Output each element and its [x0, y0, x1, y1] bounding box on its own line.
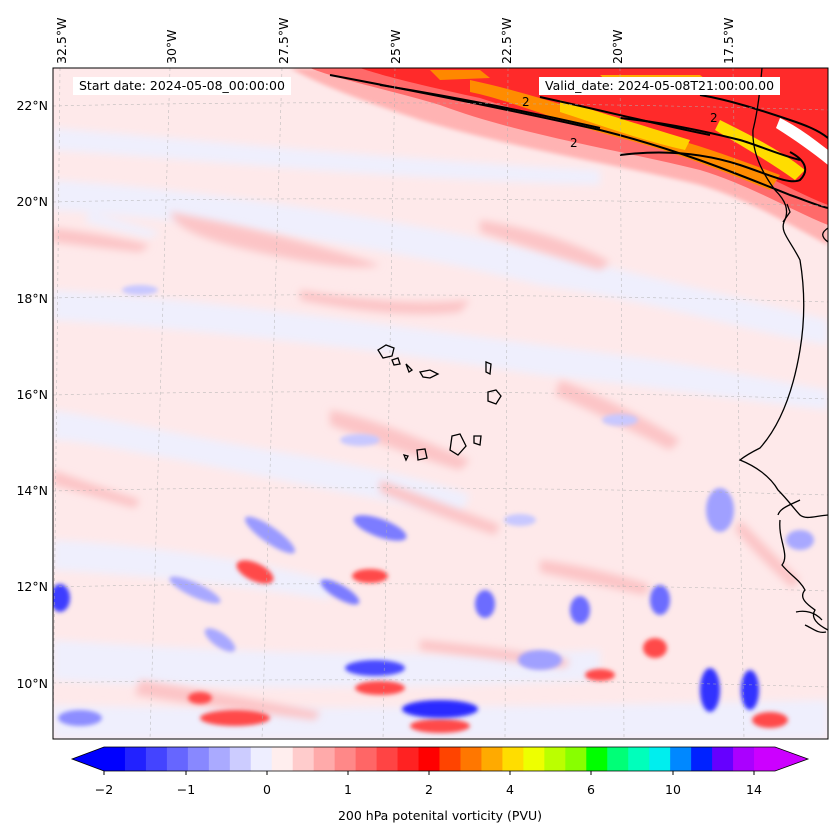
- colorbar-tick-neg1: −1: [176, 782, 196, 797]
- colorbar-swatch: [271, 747, 294, 771]
- gridlines: [53, 68, 828, 739]
- colorbar-swatch: [376, 747, 399, 771]
- colorbar-swatch: [628, 747, 650, 771]
- colorbar-over-arrow: [775, 747, 808, 771]
- colorbar-swatch: [250, 747, 273, 771]
- colorbar-under-arrow: [72, 747, 104, 771]
- jet-pv-maximum: [290, 68, 828, 245]
- colorbar-tick-0: 0: [263, 782, 271, 797]
- colorbar-swatch: [124, 747, 147, 771]
- colorbar-swatch: [754, 747, 776, 771]
- lat-label-20n: 20°N: [16, 194, 48, 209]
- map-frame: [52, 67, 829, 740]
- colorbar-swatch: [439, 747, 461, 771]
- colorbar-title: 200 hPa potenital vorticity (PVU): [337, 808, 543, 823]
- colorbar-swatch: [334, 747, 357, 771]
- colorbar-swatch: [397, 747, 420, 771]
- colorbar-swatch: [481, 747, 503, 771]
- colorbar-swatch: [418, 747, 440, 771]
- lat-label-18n: 18°N: [16, 291, 48, 306]
- colorbar-swatch: [229, 747, 252, 771]
- colorbar-tick-6: 6: [587, 782, 595, 797]
- colorbar-tick-4: 4: [506, 782, 514, 797]
- colorbar-swatch: [586, 747, 608, 771]
- near-zero-bands: [53, 128, 828, 739]
- colorbar-swatch: [166, 747, 189, 771]
- colorbar-tick-10: 10: [665, 782, 681, 797]
- colorbar-swatch: [460, 747, 482, 771]
- cape-verde-islands: [377, 344, 502, 462]
- negative-pv-cores: [53, 285, 814, 726]
- colorbar-swatch: [502, 747, 524, 771]
- pv-2-contours: [329, 74, 828, 209]
- lat-label-14n: 14°N: [16, 483, 48, 498]
- african-coastline: [738, 68, 828, 634]
- colorbar-tick-14: 14: [746, 782, 762, 797]
- colorbar-swatch: [565, 747, 587, 771]
- colorbar-swatch: [523, 747, 545, 771]
- colorbar-swatch: [544, 747, 566, 771]
- colorbar-swatch: [670, 747, 692, 771]
- colorbar-tick-2: 2: [425, 782, 433, 797]
- lat-label-10n: 10°N: [16, 676, 48, 691]
- contour-label-3: 2: [710, 111, 718, 125]
- lat-label-16n: 16°N: [16, 387, 48, 402]
- colorbar-swatch: [691, 747, 713, 771]
- colorbar-swatch: [607, 747, 629, 771]
- colorbar-swatch: [292, 747, 315, 771]
- colorbar-swatch: [187, 747, 210, 771]
- colorbar: [70, 746, 810, 775]
- colorbar-swatch: [355, 747, 378, 771]
- colorbar-swatch: [208, 747, 231, 771]
- colorbar-swatch: [712, 747, 734, 771]
- lat-label-22n: 22°N: [16, 98, 48, 113]
- lat-label-12n: 12°N: [16, 579, 48, 594]
- start-date-label: Start date: 2024-05-08_00:00:00: [73, 77, 291, 95]
- valid-date-label: Valid_date: 2024-05-08T21:00:00.00: [539, 77, 781, 95]
- contour-label-1: 2: [522, 95, 530, 109]
- colorbar-tick-1: 1: [344, 782, 352, 797]
- colorbar-swatch: [733, 747, 755, 771]
- colorbar-tick-neg2: −2: [94, 782, 114, 797]
- strong-positive-cores: [188, 560, 788, 733]
- colorbar-swatch: [145, 747, 168, 771]
- colorbar-swatch: [313, 747, 336, 771]
- positive-pv-streaks: [53, 212, 800, 720]
- contour-label-2: 2: [570, 136, 578, 150]
- colorbar-swatch: [649, 747, 671, 771]
- colorbar-swatch: [104, 747, 126, 771]
